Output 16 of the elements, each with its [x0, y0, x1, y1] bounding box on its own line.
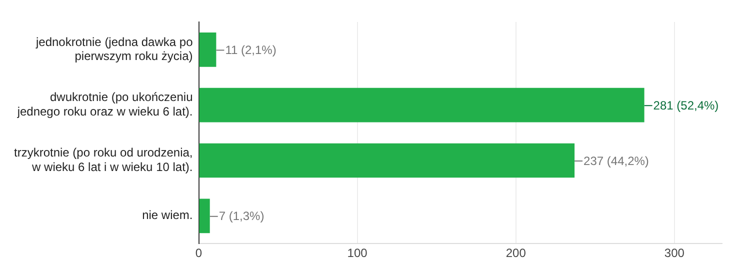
- data-label: 237 (44,2%): [584, 154, 649, 168]
- bar: [199, 143, 575, 178]
- bar: [199, 88, 644, 122]
- bar: [199, 32, 216, 67]
- x-tick-label: 0: [195, 246, 202, 260]
- bar: [199, 198, 210, 234]
- y-tick-label: trzykrotnie (po roku od urodzenia, w wieku 6 lat i w wieku 10 lat).: [14, 146, 193, 174]
- x-tick-label: 200: [506, 246, 526, 260]
- data-label: 281 (52,4%): [653, 98, 719, 112]
- data-label: 7 (1,3%): [218, 209, 264, 224]
- y-tick-label: jednokrotnie (jedna dawka po pierwszym roku życia): [34, 34, 194, 64]
- y-tick-label: dwukrotnie (po ukończeniu jednego roku oraz w wieku 6 lat).: [16, 90, 193, 119]
- x-tick-label: 300: [664, 246, 685, 260]
- x-tick-label: 100: [347, 246, 368, 260]
- data-label: 11 (2,1%): [225, 43, 276, 58]
- y-tick-label: nie wiem.: [142, 208, 193, 222]
